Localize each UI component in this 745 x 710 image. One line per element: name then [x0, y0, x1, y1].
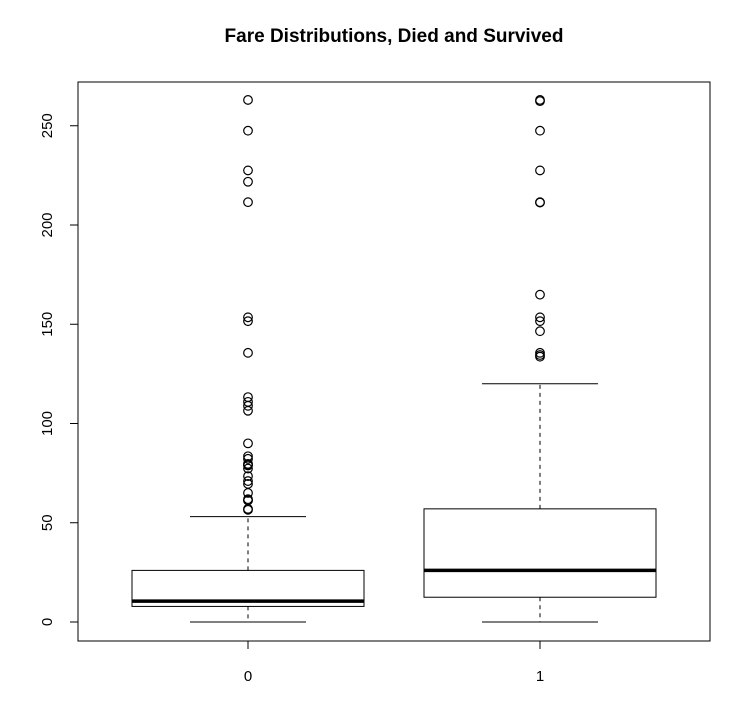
x-tick-label: 0 [244, 668, 252, 685]
y-tick-label: 50 [39, 514, 56, 531]
outlier-point [243, 438, 253, 449]
y-tick-label: 200 [39, 212, 56, 237]
outlier-point [243, 125, 253, 136]
outlier-point [243, 392, 253, 402]
outlier-point [243, 463, 253, 474]
outlier-point [243, 176, 253, 187]
y-axis: 0 50 100 150 200 250 [39, 113, 79, 626]
outlier-point [243, 396, 253, 407]
outlier-point [243, 197, 253, 208]
outlier-point [243, 95, 253, 105]
outlier-point [243, 476, 253, 486]
outlier-point [535, 316, 545, 327]
outlier-point [243, 458, 253, 469]
outlier-point [243, 165, 253, 176]
outlier-point [535, 125, 545, 136]
outlier-point [243, 312, 253, 323]
y-tick-label: 250 [39, 113, 56, 138]
chart-title: Fare Distributions, Died and Survived [225, 26, 564, 47]
outlier-point [243, 347, 253, 358]
iqr-box [423, 508, 657, 598]
box-group-0 [131, 95, 365, 623]
box-group-1 [423, 95, 657, 623]
outlier-point [535, 95, 545, 105]
outlier-point [243, 453, 253, 464]
outlier-point [243, 405, 253, 416]
y-tick-label: 150 [39, 312, 56, 337]
outlier-point [535, 197, 545, 208]
outlier-point [535, 326, 545, 337]
boxes-layer [131, 95, 657, 623]
outlier-point [535, 165, 545, 176]
outlier-point [535, 347, 545, 358]
outlier-point [243, 451, 253, 462]
y-tick-label: 100 [39, 411, 56, 436]
outlier-point [535, 289, 545, 300]
x-tick-label: 1 [536, 668, 544, 685]
outlier-point [535, 312, 545, 323]
outlier-point [243, 471, 253, 482]
outlier-point [243, 494, 253, 505]
outlier-point [243, 316, 253, 327]
y-tick-label: 0 [39, 618, 56, 626]
outlier-point [243, 479, 253, 489]
